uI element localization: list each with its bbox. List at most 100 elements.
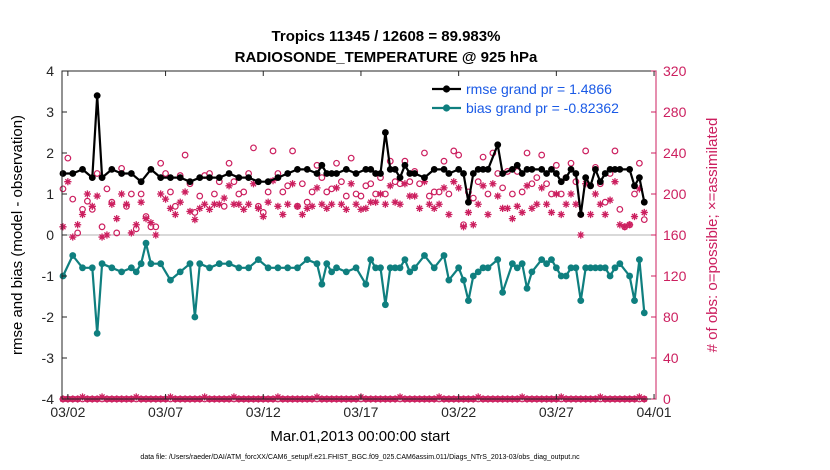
rmse-point: [582, 174, 590, 182]
obs-possible-point: [240, 188, 248, 196]
obs-assimilated-point: [420, 178, 429, 186]
bias-point: [396, 264, 404, 272]
rmse-point: [186, 178, 194, 186]
obs-possible-point: [298, 180, 306, 188]
obs-assimilated-point: [552, 190, 560, 198]
obs-assimilated-point: [425, 200, 433, 208]
rmse-point: [465, 198, 472, 206]
legend-bias-label: bias grand pr = -0.82362: [466, 100, 619, 116]
obs-assimilated-point: [606, 196, 614, 204]
obs-possible-point: [347, 154, 355, 162]
bias-point: [118, 268, 125, 276]
bias-point: [318, 280, 326, 288]
obs-assimilated-point: [459, 223, 468, 231]
rmse-point: [631, 182, 638, 190]
obs-assimilated-point: [396, 200, 404, 208]
legend: rmse grand pr = 1.4866 bias grand pr = -…: [432, 81, 619, 116]
obs-assimilated-point: [98, 233, 106, 241]
bias-point: [132, 268, 140, 276]
chart-title-line2: RADIOSONDE_TEMPERATURE @ 925 hPa: [235, 49, 538, 66]
obs-assimilated-bottom-point: [435, 393, 443, 401]
bias-point: [596, 264, 604, 272]
bias-point: [401, 256, 409, 263]
obs-possible-point: [479, 153, 487, 161]
obs-possible-point: [533, 174, 541, 182]
obs-assimilated-point: [220, 194, 228, 202]
bias-point: [176, 268, 184, 276]
obs-possible-point: [445, 190, 453, 198]
rmse-point: [215, 174, 223, 182]
rmse-point: [157, 174, 165, 182]
obs-assimilated-point: [171, 210, 179, 219]
obs-possible-point: [328, 185, 336, 193]
rmse-point: [108, 166, 116, 173]
obs-possible-point: [162, 170, 169, 177]
rmse-point: [323, 170, 331, 177]
obs-assimilated-point: [64, 178, 72, 186]
obs-assimilated-point: [147, 219, 155, 227]
obs-assimilated-point: [542, 200, 551, 208]
obs-assimilated-point: [328, 200, 336, 208]
obs-assimilated-bottom-point: [166, 393, 175, 401]
obs-possible-point: [421, 149, 428, 157]
rmse-point: [635, 174, 643, 182]
bias-point: [577, 297, 585, 304]
bias-point: [303, 256, 311, 263]
bias-point: [626, 272, 634, 280]
obs-assimilated-point: [215, 200, 223, 208]
rmse-point: [538, 166, 546, 173]
bias-point: [313, 260, 321, 268]
rmse-point: [372, 170, 380, 177]
bias-point: [323, 260, 331, 268]
bias-point: [508, 260, 516, 268]
y-left-tick-label: -2: [42, 309, 55, 325]
rmse-point: [303, 166, 311, 173]
obs-assimilated-point: [166, 204, 175, 212]
bias-point: [440, 252, 448, 259]
bias-point: [284, 264, 292, 272]
chart-title-line1: Tropics 11345 / 12608 = 89.983%: [272, 28, 501, 45]
bias-point: [513, 264, 521, 272]
obs-assimilated-point: [415, 204, 424, 212]
obs-assimilated-point: [117, 190, 126, 198]
obs-assimilated-point: [288, 180, 297, 188]
bias-point: [191, 313, 199, 321]
rmse-point: [147, 166, 155, 173]
rmse-point: [567, 166, 575, 173]
bias-point: [582, 264, 590, 272]
rmse-point: [494, 141, 502, 149]
right-axis-ticks: 0 40 80 120 160 200 240 280 320: [651, 63, 687, 407]
obs-assimilated-point: [249, 180, 258, 188]
obs-assimilated-point: [630, 212, 639, 221]
obs-assimilated-point: [596, 200, 604, 208]
obs-possible-point: [137, 190, 145, 198]
rmse-point: [59, 170, 67, 177]
obs-possible-point: [181, 151, 189, 159]
obs-assimilated-bottom-point: [98, 393, 106, 401]
obs-assimilated-point: [362, 204, 370, 212]
obs-assimilated-point: [337, 200, 346, 208]
obs-assimilated-point: [245, 200, 253, 208]
rmse-point: [342, 166, 350, 173]
rmse-point: [93, 92, 101, 99]
rmse-point: [88, 174, 96, 182]
rmse-point: [328, 170, 336, 177]
rmse-point: [430, 166, 438, 173]
bias-point: [606, 272, 614, 280]
obs-assimilated-point: [318, 200, 326, 208]
rmse-point: [381, 129, 389, 136]
obs-assimilated-point: [254, 204, 262, 212]
obs-assimilated-point: [323, 204, 331, 212]
rmse-point: [176, 174, 184, 182]
obs-assimilated-point: [435, 200, 443, 208]
obs-assimilated-point: [264, 198, 272, 206]
obs-possible-point: [157, 159, 165, 167]
obs-possible-point: [440, 157, 448, 165]
rmse-point: [79, 166, 86, 173]
obs-possible-point: [430, 188, 438, 196]
bias-point: [528, 268, 536, 276]
bias-point: [108, 264, 116, 272]
bias-point: [592, 264, 599, 272]
obs-possible-point: [211, 190, 218, 198]
obs-assimilated-point: [176, 198, 184, 206]
